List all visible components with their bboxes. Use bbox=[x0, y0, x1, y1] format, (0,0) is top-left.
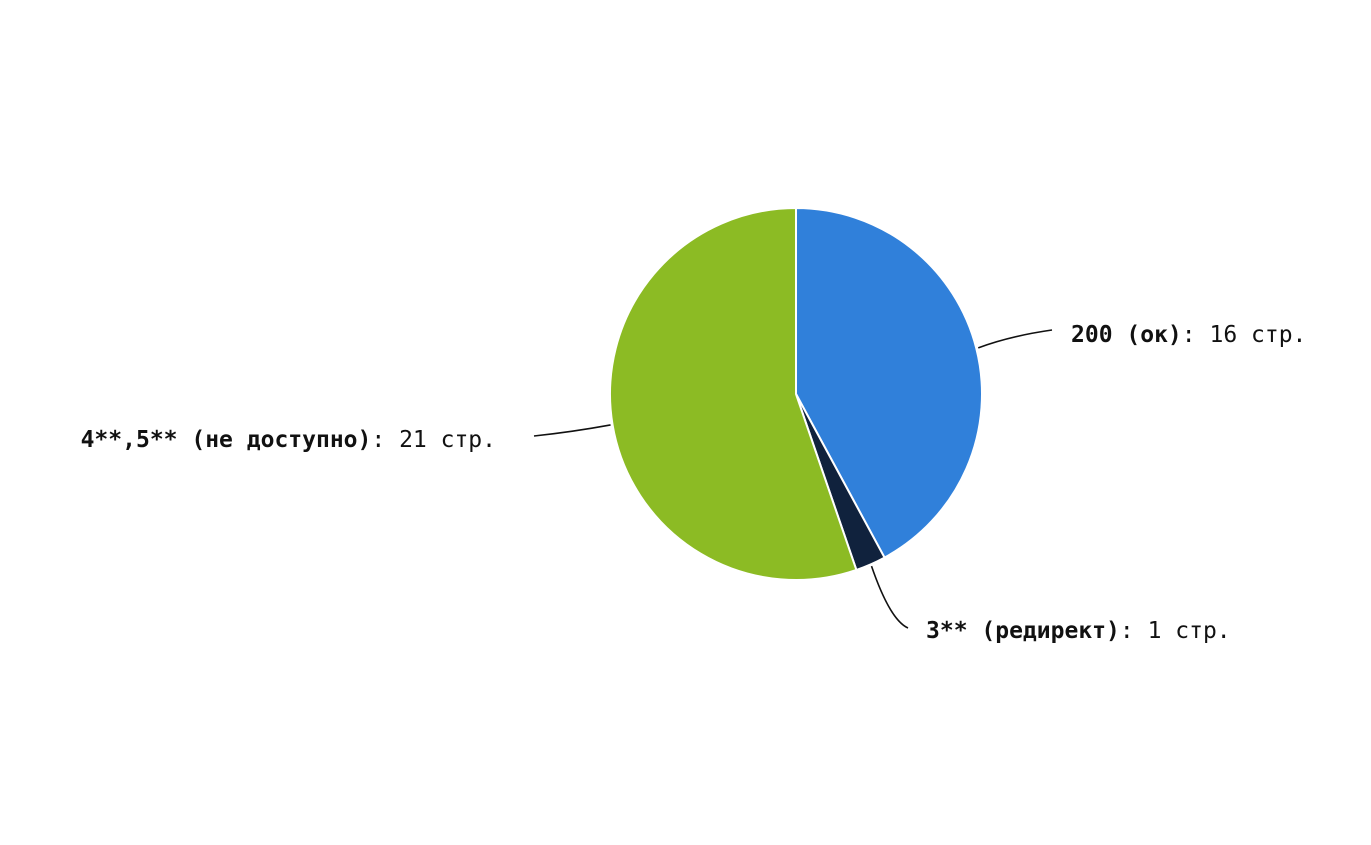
leader-line-2 bbox=[870, 565, 909, 629]
slice-label-name: 4**,5** (не доступно) bbox=[81, 427, 372, 453]
slice-labels: 200 (ок): 16 стр. 3** (редирект): 1 стр. 4… bbox=[81, 322, 1307, 644]
leader-lines bbox=[533, 329, 1053, 629]
slice-label-value: : 16 стр. bbox=[1182, 322, 1307, 348]
slice-label-2: 3** (редирект): 1 стр. bbox=[926, 618, 1231, 644]
slice-label-value: : 1 стр. bbox=[1120, 618, 1231, 644]
slice-label-value: : 21 стр. bbox=[371, 427, 496, 453]
slice-label-name: 3** (редирект) bbox=[926, 618, 1120, 644]
slice-label-3: 4**,5** (не доступно): 21 стр. bbox=[81, 427, 496, 453]
pie-slice-1 bbox=[795, 207, 983, 559]
slice-label-name: 200 (ок) bbox=[1071, 322, 1182, 348]
slice-label-1: 200 (ок): 16 стр. bbox=[1071, 322, 1306, 348]
leader-line-3 bbox=[533, 424, 611, 437]
pie-slice-3 bbox=[609, 207, 858, 581]
pie-slices bbox=[609, 207, 983, 581]
leader-line-1 bbox=[977, 329, 1053, 349]
